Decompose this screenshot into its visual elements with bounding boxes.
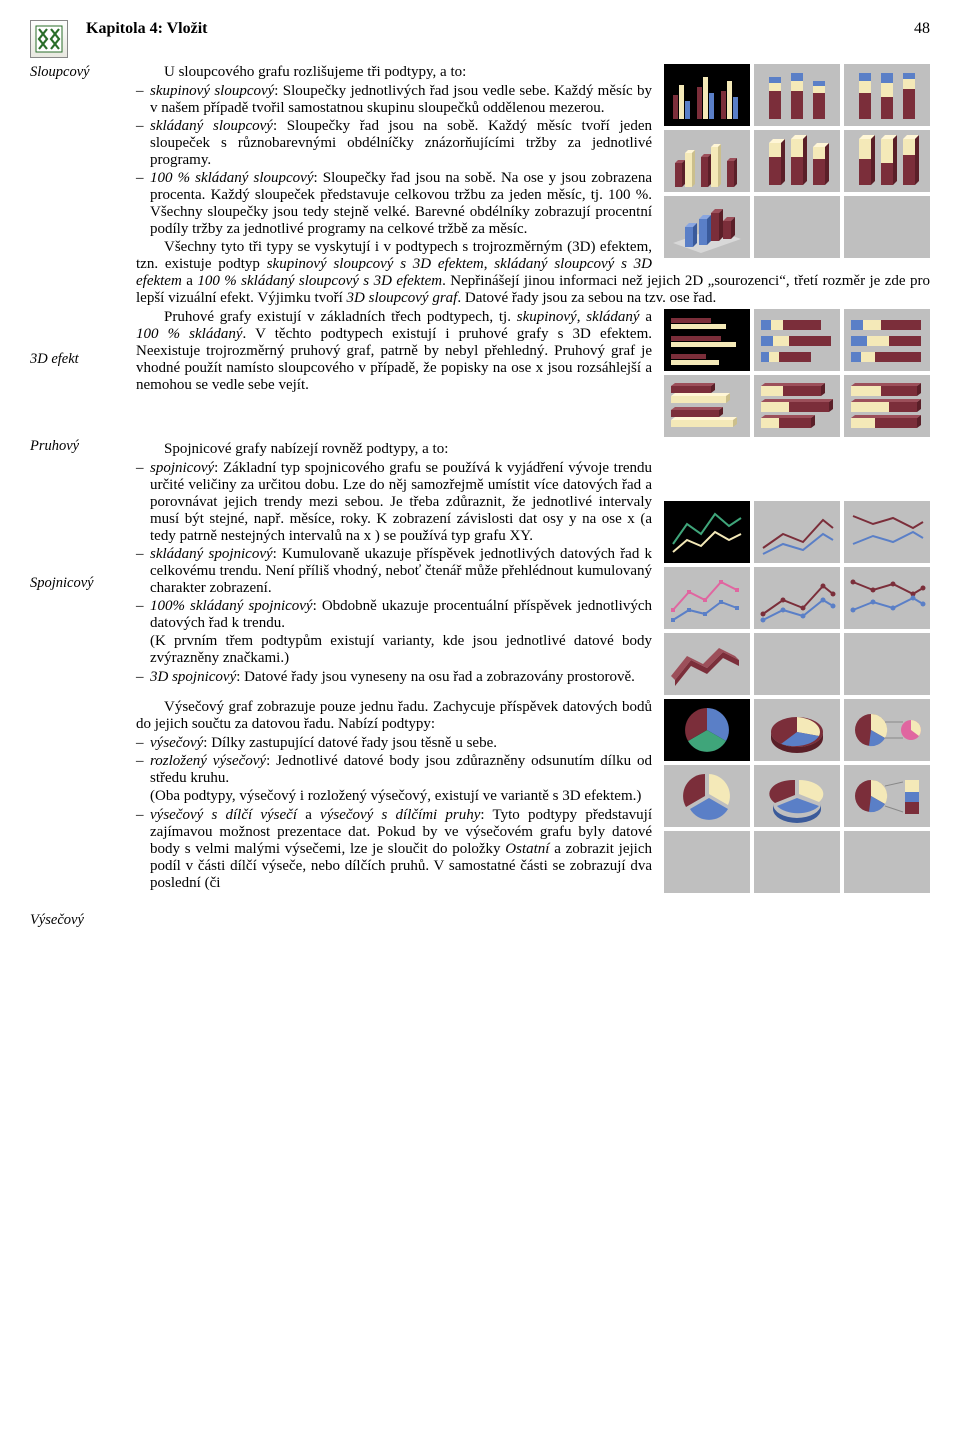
thumb-bar-3d-stacked bbox=[754, 375, 840, 437]
spoj-item-4: 3D spojnicový: Datové řady jsou vyneseny… bbox=[136, 669, 930, 686]
thumb-bar-stacked bbox=[754, 309, 840, 371]
spoj-item-2: skládaný spojnicový: Kumulovaně ukazuje … bbox=[136, 546, 930, 597]
sloup-item-3: 100 % skládaný sloupcový: Sloupečky řad … bbox=[136, 170, 930, 238]
bar-chart-thumbnails bbox=[664, 309, 930, 437]
note-vysecovy: Výsečový bbox=[30, 912, 118, 929]
spoj-item-3: 100% skládaný spojnicový: Obdobně ukazuj… bbox=[136, 598, 930, 632]
sloup-item-1: skupinový sloupcový: Sloupečky jednotliv… bbox=[136, 83, 930, 117]
thumb-bar-100stacked bbox=[844, 309, 930, 371]
vysec-item-3: výsečový s dílčí výsečí a výsečový s díl… bbox=[136, 807, 930, 892]
note-pruhovy: Pruhový bbox=[30, 438, 118, 455]
note-spojnicovy: Spojnicový bbox=[30, 575, 118, 592]
excel-icon bbox=[30, 20, 68, 58]
thumb-bar-3d-grouped bbox=[664, 375, 750, 437]
note-sloupovy: Sloupcový bbox=[30, 64, 118, 81]
sloup-item-2: skládaný sloupcový: Sloupečky řad jsou n… bbox=[136, 118, 930, 169]
vysec-item-1: výsečový: Dílky zastupující datové řady … bbox=[136, 735, 930, 752]
thumb-bar-grouped bbox=[664, 309, 750, 371]
margin-notes: Sloupcový 3D efekt Pruhový Spojnicový Vý… bbox=[30, 64, 118, 929]
page-number: 48 bbox=[914, 20, 930, 38]
chapter-title: Kapitola 4: Vložit bbox=[86, 20, 207, 38]
thumb-bar-3d-100stacked bbox=[844, 375, 930, 437]
spoj-intro: Spojnicové grafy nabízejí rovněž podtypy… bbox=[136, 441, 930, 458]
section-sloupovy: U sloupcového grafu rozlišujeme tři podt… bbox=[136, 64, 930, 238]
note-3d: 3D efekt bbox=[30, 351, 118, 368]
vysec-item-2: rozložený výsečový: Jednotlivé datové bo… bbox=[136, 753, 930, 787]
spoj-item-1: spojnicový: Základní typ spojnicového gr… bbox=[136, 460, 930, 545]
